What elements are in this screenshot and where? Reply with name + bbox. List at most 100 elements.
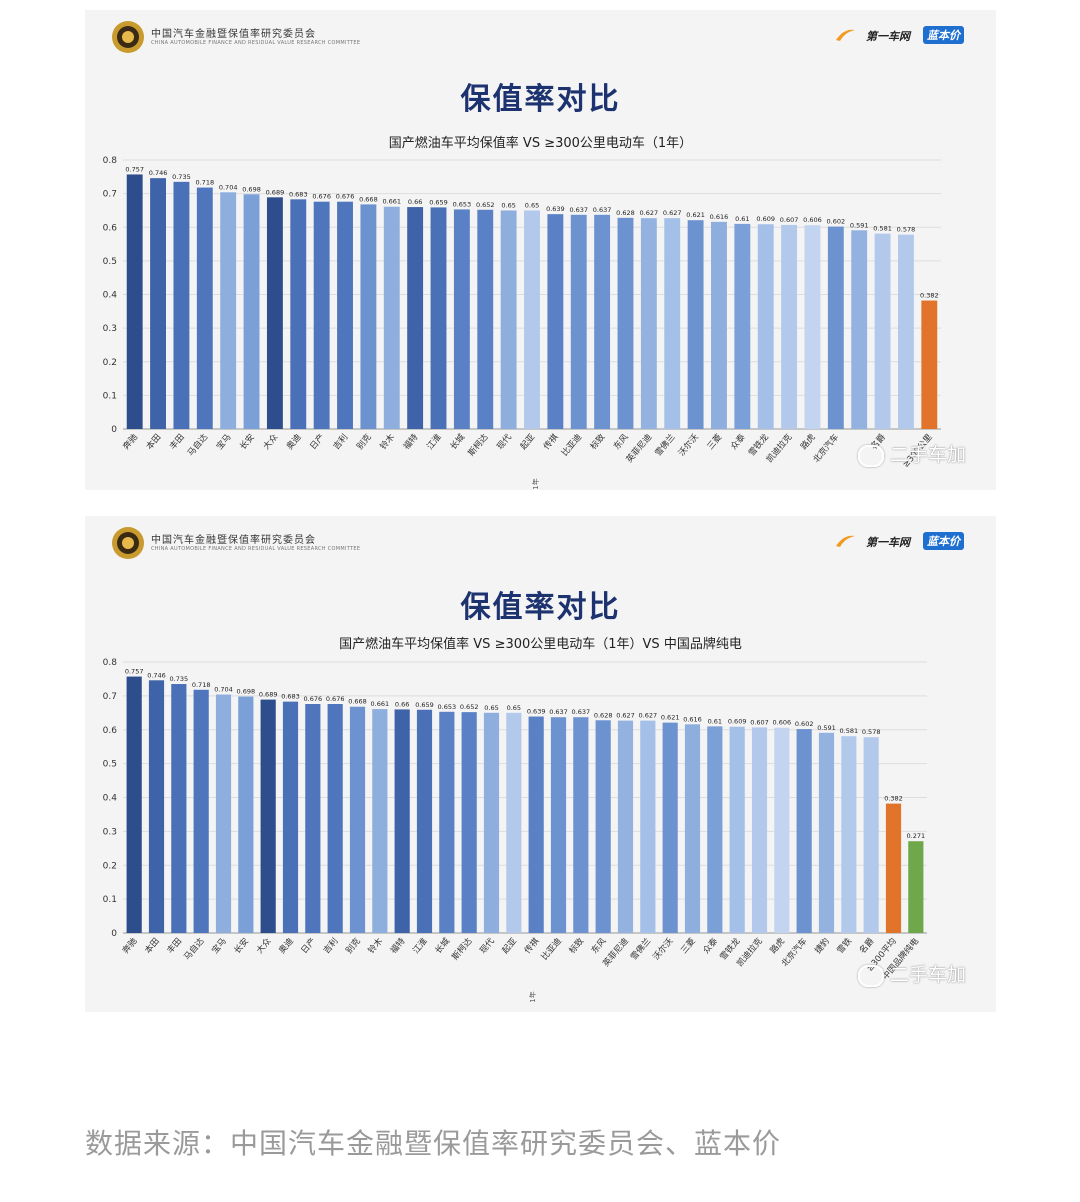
bar [266, 197, 283, 429]
data-label: 0.66 [408, 198, 422, 206]
bar [430, 207, 447, 429]
data-label: 0.637 [593, 206, 612, 214]
bar [818, 732, 835, 933]
x-tick-label: 吉利 [331, 432, 350, 452]
bar [684, 724, 701, 933]
x-tick-label: 现代 [477, 935, 497, 955]
slide-1: 中国汽车金融暨保值率研究委员会 CHINA AUTOMOBILE FINANCE… [85, 10, 996, 490]
y-tick-label: 0.7 [103, 190, 117, 200]
data-label: 0.757 [125, 165, 144, 173]
bar [662, 722, 678, 933]
x-tick-label: 东风 [611, 431, 631, 451]
data-label: 0.271 [907, 832, 926, 840]
bar [150, 178, 167, 429]
data-label: 0.578 [897, 226, 916, 234]
data-label: 0.65 [525, 201, 539, 209]
bar [215, 694, 232, 933]
y-tick-label: 0.1 [103, 895, 117, 905]
data-label: 0.627 [640, 209, 659, 217]
bar [804, 225, 821, 429]
org-name: 中国汽车金融暨保值率研究委员会 [151, 535, 316, 546]
brand-logo-diyichewang: 第一车网 [866, 30, 910, 43]
data-label: 0.668 [348, 698, 367, 706]
bar [573, 717, 589, 933]
data-label: 0.65 [507, 704, 521, 712]
watermark: 二手车加 [857, 440, 966, 467]
data-label: 0.689 [259, 691, 278, 699]
bar [220, 192, 237, 429]
data-label: 0.382 [920, 292, 939, 300]
y-tick-label: 0.1 [103, 391, 117, 401]
bar [921, 300, 938, 429]
bar [372, 709, 388, 933]
bar [885, 803, 902, 933]
data-label: 0.639 [546, 205, 565, 213]
bar [781, 224, 798, 429]
bar [282, 701, 299, 933]
x-tick-label: 斯柯达 [450, 935, 475, 962]
x-tick-label: 沃尔沃 [676, 431, 701, 458]
data-label: 0.581 [840, 727, 859, 735]
watermark-text: 二手车加 [889, 964, 966, 986]
bar [729, 726, 745, 933]
x-tick-label: 铃木 [378, 431, 398, 451]
bar [260, 699, 276, 933]
slide-title: 保值率对比 [460, 590, 621, 625]
bar [594, 214, 611, 429]
source-note: 数据来源：中国汽车金融暨保值率研究委员会、蓝本价 [85, 1127, 782, 1160]
bar [707, 726, 723, 933]
x-tick-label: 起亚 [519, 432, 538, 452]
x-tick-label: 三菱 [678, 935, 698, 955]
x-tick-label: 江淮 [424, 431, 444, 451]
bar [148, 680, 165, 933]
data-label: 0.627 [639, 712, 658, 720]
bar [751, 727, 768, 933]
data-label: 0.602 [795, 720, 814, 728]
y-tick-label: 0.8 [103, 658, 118, 668]
bar [570, 214, 587, 429]
data-label: 0.602 [827, 218, 846, 226]
x-tick-label: 宝马 [214, 432, 233, 452]
bar [617, 217, 634, 429]
bar [416, 709, 433, 933]
x-tick-label: 宝马 [209, 936, 228, 956]
x-tick-label: 雪佛兰 [653, 432, 678, 459]
y-tick-label: 0.7 [103, 692, 117, 702]
x-tick-label: 别克 [344, 936, 363, 956]
data-label: 0.661 [371, 700, 390, 708]
y-tick-label: 0.8 [103, 156, 118, 166]
x-tick-label: 本田 [144, 432, 163, 452]
brand-logo-lanbenjia: 蓝本价 [923, 26, 964, 44]
data-label: 0.616 [710, 213, 729, 221]
org-logo-icon [112, 21, 144, 53]
y-tick-label: 0 [111, 425, 117, 435]
data-label: 0.668 [359, 195, 378, 203]
data-label: 0.578 [862, 728, 881, 736]
y-tick-label: 0.4 [103, 794, 118, 804]
data-label: 0.653 [453, 200, 472, 208]
x-tick-label: 英菲尼迪 [624, 431, 655, 464]
y-tick-label: 0.2 [103, 358, 117, 368]
data-label: 0.698 [242, 185, 261, 193]
x-tick-label: 日产 [308, 432, 327, 452]
x-tick-label: 长安 [237, 432, 256, 452]
data-label: 0.757 [125, 668, 144, 676]
bar [897, 234, 914, 429]
bar [483, 712, 500, 933]
data-label: 0.581 [873, 225, 892, 233]
data-label: 0.616 [683, 715, 702, 723]
data-label: 0.61 [708, 717, 722, 725]
x-tick-label: 铃木 [366, 935, 386, 955]
x-tick-label: 长城 [433, 935, 453, 955]
x-tick-label: 路虎 [768, 936, 787, 956]
wechat-icon [857, 444, 884, 467]
x-tick-label: 吉利 [321, 936, 340, 956]
y-tick-label: 0 [111, 929, 117, 939]
x-axis-title: 1年 [531, 478, 540, 489]
chart-title: 国产燃油车平均保值率 VS ≥300公里电动车（1年）VS 中国品牌纯电 [339, 637, 742, 652]
data-label: 0.683 [289, 190, 308, 198]
org-name: 中国汽车金融暨保值率研究委员会 [151, 29, 316, 40]
x-tick-label: 路虎 [798, 432, 817, 452]
data-label: 0.609 [756, 215, 775, 223]
data-label: 0.591 [817, 724, 836, 732]
